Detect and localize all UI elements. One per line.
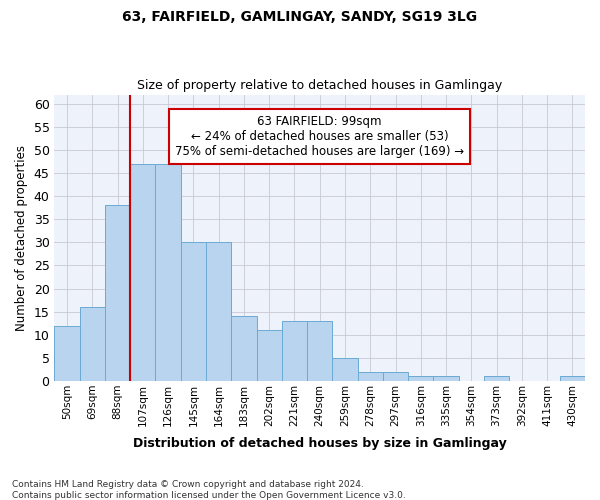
Bar — [257, 330, 282, 381]
Bar — [358, 372, 383, 381]
Bar — [560, 376, 585, 381]
Text: 63 FAIRFIELD: 99sqm
← 24% of detached houses are smaller (53)
75% of semi-detach: 63 FAIRFIELD: 99sqm ← 24% of detached ho… — [175, 114, 464, 158]
X-axis label: Distribution of detached houses by size in Gamlingay: Distribution of detached houses by size … — [133, 437, 506, 450]
Bar — [332, 358, 358, 381]
Bar — [206, 242, 231, 381]
Bar — [181, 242, 206, 381]
Bar — [105, 206, 130, 381]
Bar — [155, 164, 181, 381]
Bar — [55, 326, 80, 381]
Bar — [130, 164, 155, 381]
Bar — [383, 372, 408, 381]
Text: 63, FAIRFIELD, GAMLINGAY, SANDY, SG19 3LG: 63, FAIRFIELD, GAMLINGAY, SANDY, SG19 3L… — [122, 10, 478, 24]
Bar — [307, 321, 332, 381]
Bar — [80, 307, 105, 381]
Bar — [231, 316, 257, 381]
Bar — [484, 376, 509, 381]
Text: Contains HM Land Registry data © Crown copyright and database right 2024.
Contai: Contains HM Land Registry data © Crown c… — [12, 480, 406, 500]
Bar — [433, 376, 458, 381]
Y-axis label: Number of detached properties: Number of detached properties — [15, 145, 28, 331]
Title: Size of property relative to detached houses in Gamlingay: Size of property relative to detached ho… — [137, 79, 502, 92]
Bar — [282, 321, 307, 381]
Bar — [408, 376, 433, 381]
